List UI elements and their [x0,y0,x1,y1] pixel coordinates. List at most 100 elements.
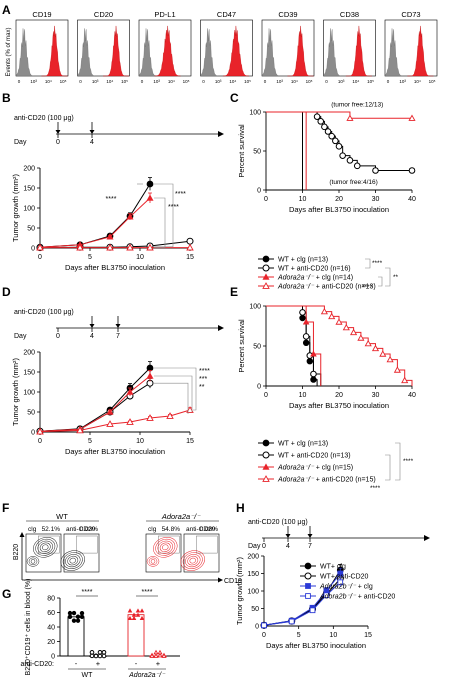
legend-significance: **** [403,458,414,465]
data-point [79,614,85,619]
x-tick-label: 5 [297,632,301,639]
flow-contour [159,542,171,552]
flow-gate [38,535,60,554]
data-point [262,475,270,482]
y-axis-label: Percent survival [237,319,246,373]
y-tick-label: 0 [257,384,261,391]
histogram-tick: 10⁴ [45,79,52,84]
growth-curve [39,382,151,432]
growth-curve [39,197,151,248]
histogram-title-1: CD20 [94,10,113,19]
data-point [302,318,310,325]
data-point [408,114,416,121]
legend-bc: WT + clg (n=13) WT + anti-CD20 (n=16) Ador… [258,255,399,291]
schedule-injection-arrowhead [285,534,291,538]
x-tick-label: 10 [299,196,307,203]
data-point [401,376,409,384]
flow-sub-label: anti-CD20 [66,526,96,533]
histogram-tick: 0 [325,79,328,84]
flow-contour [148,557,158,566]
histogram-stained-peak [154,25,181,77]
histogram-tick: 0 [18,79,21,84]
legend-bracket [395,442,401,481]
histogram-tick: 0 [264,79,267,84]
flow-contour [182,552,203,570]
data-point [262,451,270,459]
legend-label-1: WT + anti-CD20 (n=13) [278,453,351,460]
schedule-label: anti-CD20 (100 μg) [14,115,74,122]
histogram-tick: 0 [202,79,205,84]
histogram-tick: 10³ [276,79,283,84]
data-point [393,366,401,373]
tumor-growth-chart-h: 0 50 100 150 200 0 5 10 15 Days after BL3750 inoc… [235,554,372,651]
schedule-day-0: 0 [56,139,60,146]
flow-contour [37,540,53,554]
legend-h: WT+ clg WT+ anti-CD20 Adora2b⁻/⁻ + clg Ador… [300,562,395,601]
significance-stars: **** [168,204,179,211]
histogram-control-peak [384,28,405,77]
x-tick-label: 0 [38,438,42,445]
schedule-injection-arrowhead [307,534,313,538]
histogram-tick: 0 [141,79,144,84]
flow-percent: 0.08% [200,526,219,533]
legend-label-2: Adora2a⁻/⁻ + clg (n=15) [277,465,353,472]
panel-label-c: C [230,91,239,105]
flow-contour [26,556,40,567]
histogram-tick: 10⁴ [414,79,421,84]
data-point [346,157,354,164]
data-point [306,358,313,365]
y-tick-label: 200 [23,350,35,357]
data-point [71,618,77,623]
histogram-tick: 10⁵ [306,79,313,84]
schedule-day-0: 0 [56,333,60,340]
x-tick-label: 0 [262,632,266,639]
legend-significance: **** [370,485,381,492]
data-point [379,350,387,357]
legend-bracket [385,267,391,287]
schedule-day-1: 4 [90,139,94,146]
bar-chart-g: 0 20 40 60 80 B220⁺CD19⁺ cells in blood (%) - +… [21,579,180,679]
x-axis-label: Days after BL3750 inoculation [65,263,165,272]
histogram-stained-peak [345,25,372,77]
data-point [313,113,321,120]
x-tick-label: 30 [372,196,380,203]
data-point [146,194,154,201]
x-tick-label: 15 [186,254,194,261]
tumor-growth-chart-b: 0 50 100 150 200 0 5 10 15 Days after BL3750 inoc… [11,166,194,273]
histogram-control-peak [77,28,98,77]
tumor-free-annotation: (tumor free:4/16) [329,179,377,186]
bar [67,616,85,657]
flow-contour [146,556,160,567]
legend-significance: **** [362,284,373,291]
significance-stars: *** [199,376,207,383]
flow-contour [153,537,178,558]
data-point [305,583,311,589]
data-point [364,339,372,347]
y-tick-label: 50 [253,344,261,351]
data-point [288,618,295,625]
legend-bracket [378,276,383,287]
data-point [262,255,270,263]
schedule-day-1: 4 [286,543,290,550]
legend-label-2: Adora2b⁻/⁻ + clg [319,584,373,591]
data-point [346,114,354,121]
data-point [262,439,270,447]
data-point [186,406,194,413]
group-label: Adora2a⁻/⁻ [128,672,166,679]
x-tick-label: 5 [88,254,92,261]
y-tick-label: 0 [51,654,55,661]
panel-label-g: G [2,587,11,601]
y-axis-label: Percent survival [237,124,246,178]
flow-contour [185,554,201,568]
histogram-stained-peak [41,25,68,77]
histogram-tick: 10⁵ [183,79,190,84]
x-tick-label: 15 [364,632,372,639]
flow-contour [69,557,76,564]
data-point [353,162,361,170]
x-tick-label: 20 [335,196,343,203]
y-tick-label: 20 [47,639,55,646]
x-tick-label: 30 [372,392,380,399]
y-axis-label: B220⁺CD19⁺ cells in blood (%) [25,579,32,676]
y-tick-label: 150 [247,571,259,578]
data-point [135,608,141,613]
